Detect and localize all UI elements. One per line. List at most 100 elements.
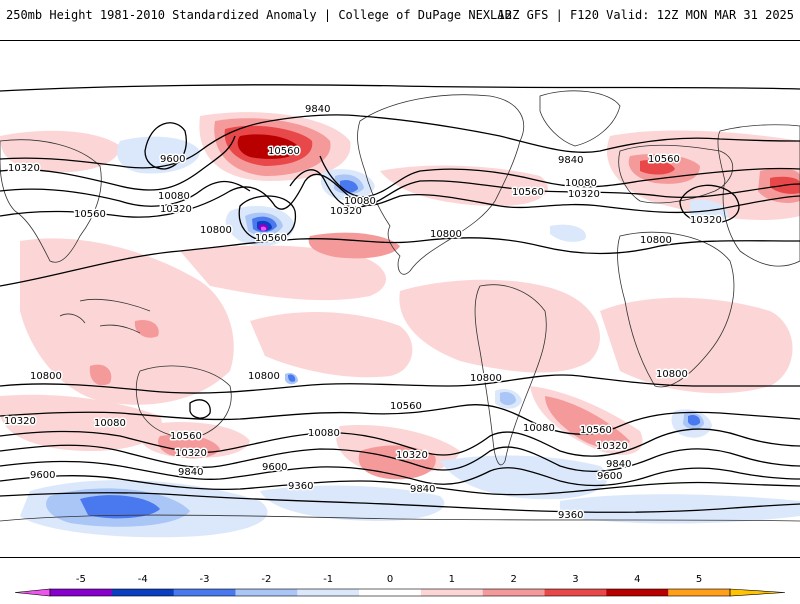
contour-10080-sh bbox=[0, 444, 800, 472]
colorbar-tick-label: -3 bbox=[200, 574, 210, 585]
contour-small-sh bbox=[189, 399, 211, 419]
colorbar-segment bbox=[111, 589, 175, 596]
contour-high-ne bbox=[679, 184, 740, 224]
contour-label: 9600 bbox=[160, 154, 185, 165]
contour-label: 10800 bbox=[470, 373, 502, 384]
contour-label: 10560 bbox=[648, 154, 680, 165]
contour-label: 10320 bbox=[568, 189, 600, 200]
map-title: 250mb Height 1981-2010 Standardized Anom… bbox=[6, 8, 512, 22]
colorbar-tick-label: 0 bbox=[387, 574, 393, 585]
colorbar-segment bbox=[359, 589, 422, 596]
africa-outline bbox=[617, 231, 735, 388]
colorbar-tick-label: -1 bbox=[323, 574, 333, 585]
positive-anomaly-area bbox=[89, 364, 112, 386]
colorbar-segment bbox=[50, 589, 113, 596]
contour-label: 10560 bbox=[512, 187, 544, 198]
height-contours bbox=[0, 84, 800, 513]
contour-10320-sh bbox=[0, 428, 800, 457]
contour-label: 10320 bbox=[330, 206, 362, 217]
contour-label: 10800 bbox=[430, 229, 462, 240]
colorbar-segment bbox=[173, 589, 236, 596]
contour-9840-nh bbox=[0, 114, 800, 169]
contour-label: 10320 bbox=[175, 448, 207, 459]
contour-9600-nh bbox=[144, 122, 187, 170]
contour-label: 9840 bbox=[606, 459, 631, 470]
colorbar-segment bbox=[235, 589, 298, 596]
colorbar-tick-label: -2 bbox=[261, 574, 271, 585]
positive-anomaly-area bbox=[180, 245, 387, 301]
colorbar-border bbox=[49, 588, 731, 597]
positive-anomaly-area bbox=[380, 165, 548, 206]
contour-10800-sh bbox=[0, 374, 800, 394]
contour-label: 10560 bbox=[580, 425, 612, 436]
contour-label: 10080 bbox=[158, 191, 190, 202]
colorbar-tick-labels: -5 -4 -3 -2 -1 0 1 2 3 4 5 bbox=[76, 574, 702, 585]
contour-label: 10080 bbox=[94, 418, 126, 429]
contour-9600-sh bbox=[0, 475, 800, 496]
contour-label: 10080 bbox=[523, 423, 555, 434]
anomaly-colorbar: -5 -4 -3 -2 -1 0 1 2 3 4 5 bbox=[0, 568, 800, 600]
positive-anomaly-area bbox=[399, 279, 600, 373]
contour-10560-low bbox=[238, 195, 297, 242]
colorbar-tick-label: -4 bbox=[138, 574, 148, 585]
colorbar-segment bbox=[606, 589, 669, 596]
map-canvas: 9840 9600 10560 10320 10080 10320 10560 … bbox=[0, 84, 800, 538]
contour-label: 9840 bbox=[305, 104, 330, 115]
colorbar-canvas: -5 -4 -3 -2 -1 0 1 2 3 4 5 bbox=[14, 574, 786, 597]
positive-anomaly-area bbox=[20, 238, 234, 405]
colorbar-tick-label: 1 bbox=[449, 574, 455, 585]
contour-label: 9840 bbox=[558, 155, 583, 166]
contour-9840-sh bbox=[0, 460, 800, 487]
negative-anomaly-area bbox=[440, 455, 608, 500]
contour-label: 10320 bbox=[8, 163, 40, 174]
negative-anomaly-area bbox=[500, 391, 516, 406]
positive-anomaly-area bbox=[250, 311, 413, 378]
north-america-outline bbox=[357, 94, 525, 275]
colorbar-segment bbox=[668, 589, 731, 596]
colorbar-segment bbox=[544, 589, 607, 596]
contour-label: 10560 bbox=[268, 146, 300, 157]
contour-label: 10320 bbox=[160, 204, 192, 215]
negative-anomaly-area bbox=[550, 224, 586, 242]
contour-label: 10800 bbox=[30, 371, 62, 382]
contour-label: 10080 bbox=[308, 428, 340, 439]
contour-label: 10560 bbox=[255, 233, 287, 244]
contour-label: 10800 bbox=[640, 235, 672, 246]
contour-label: 10080 bbox=[565, 178, 597, 189]
colorbar-tick-label: 2 bbox=[510, 574, 516, 585]
contour-label-group: 9840 9600 10560 10320 10080 10320 10560 … bbox=[3, 103, 724, 523]
contour-label: 10320 bbox=[396, 450, 428, 461]
contour-label: 10560 bbox=[170, 431, 202, 442]
colorbar-segment bbox=[297, 589, 360, 596]
contour-label: 10080 bbox=[344, 196, 376, 207]
contour-label: 9600 bbox=[597, 471, 622, 482]
contour-10080-nh bbox=[0, 135, 800, 198]
colorbar-bar bbox=[14, 588, 786, 597]
colorbar-tick-label: 4 bbox=[634, 574, 640, 585]
asia-west-outline bbox=[0, 139, 102, 263]
anomaly-shading bbox=[0, 112, 800, 538]
contour-label: 10800 bbox=[200, 225, 232, 236]
contour-label: 9600 bbox=[262, 462, 287, 473]
contour-label: 10800 bbox=[248, 371, 280, 382]
positive-anomaly-area bbox=[640, 159, 675, 175]
positive-anomaly-area bbox=[545, 396, 630, 450]
model-valid-time: 12Z GFS | F120 Valid: 12Z MON MAR 31 202… bbox=[497, 8, 794, 22]
asia-outline bbox=[717, 124, 800, 267]
negative-anomaly-area bbox=[116, 136, 200, 174]
colorbar-tick-label: 3 bbox=[572, 574, 578, 585]
south-america-outline bbox=[474, 284, 547, 466]
antarctica-outline bbox=[0, 514, 800, 522]
positive-anomaly-area bbox=[134, 319, 159, 338]
colorbar-segment bbox=[420, 589, 484, 596]
contour-label: 9360 bbox=[558, 510, 583, 521]
contour-9360-sh bbox=[0, 492, 800, 513]
map-header: 250mb Height 1981-2010 Standardized Anom… bbox=[0, 0, 800, 30]
colorbar-segment bbox=[14, 588, 51, 597]
contour-label: 9360 bbox=[288, 481, 313, 492]
contour-label: 10560 bbox=[390, 401, 422, 412]
negative-anomaly-area bbox=[288, 374, 296, 382]
colorbar-tick-label: 5 bbox=[696, 574, 702, 585]
contour-10320-nh bbox=[0, 169, 800, 208]
contour-10560-sh bbox=[0, 404, 800, 435]
